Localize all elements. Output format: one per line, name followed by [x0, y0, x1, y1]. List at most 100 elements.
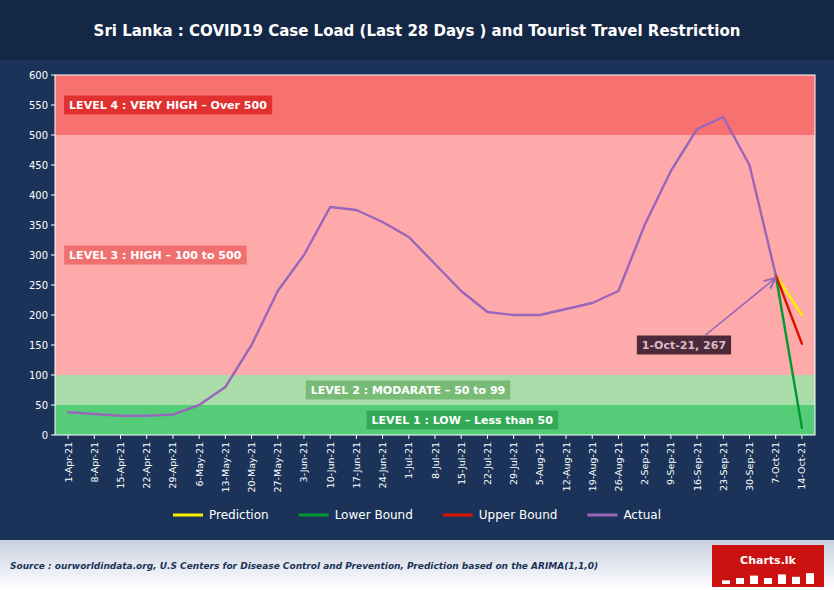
x-tick — [749, 435, 750, 439]
x-tick-label: 29-Apr-21 — [167, 442, 178, 489]
y-tick — [51, 165, 55, 166]
x-tick — [644, 435, 645, 439]
x-tick — [120, 435, 121, 439]
x-tick-label: 19-Aug-21 — [587, 442, 598, 491]
x-tick-label: 27-May-21 — [272, 442, 283, 493]
x-tick — [408, 435, 409, 439]
y-tick — [51, 375, 55, 376]
level-label-group: LEVEL 3 : HIGH – 100 to 500 — [64, 246, 247, 265]
y-tick-label: 250 — [29, 280, 48, 291]
x-tick-label: 8-Jul-21 — [430, 442, 441, 479]
level-band — [55, 405, 815, 435]
x-tick-label: 13-May-21 — [220, 442, 231, 493]
y-tick-label: 350 — [29, 220, 48, 231]
x-tick-label: 20-May-21 — [246, 442, 257, 493]
x-tick-label: 15-Jul-21 — [456, 442, 467, 485]
x-tick — [487, 435, 488, 439]
y-tick — [51, 405, 55, 406]
level-label-box — [367, 411, 559, 430]
x-tick-label: 9-Sep-21 — [665, 442, 676, 485]
x-tick-label: 1-Jul-21 — [403, 442, 414, 479]
x-tick — [566, 435, 567, 439]
y-tick — [51, 345, 55, 346]
y-tick — [51, 105, 55, 106]
y-tick — [51, 225, 55, 226]
x-tick — [670, 435, 671, 439]
x-tick-label: 14-Oct-21 — [796, 442, 807, 490]
x-tick — [146, 435, 147, 439]
x-tick-label: 30-Sep-21 — [744, 442, 755, 491]
x-tick-label: 5-Aug-21 — [534, 442, 545, 485]
series-line — [776, 275, 802, 428]
plot-marks — [55, 75, 815, 435]
title-bar — [0, 0, 834, 60]
y-tick-label: 550 — [29, 100, 48, 111]
y-tick-label: 450 — [29, 160, 48, 171]
x-tick — [68, 435, 69, 439]
legend-handle — [443, 514, 473, 517]
level-band — [55, 375, 815, 405]
x-tick-label: 7-Oct-21 — [770, 442, 781, 484]
y-tick-label: 100 — [29, 370, 48, 381]
y-tick-label: 600 — [29, 70, 48, 81]
x-tick-label: 23-Sep-21 — [718, 442, 729, 491]
x-tick — [356, 435, 357, 439]
x-tick-label: 2-Sep-21 — [639, 442, 650, 485]
chart: Sri Lanka : COVID19 Case Load (Last 28 D… — [0, 0, 834, 590]
x-tick — [775, 435, 776, 439]
y-tick — [51, 315, 55, 316]
level-band — [55, 135, 815, 375]
y-tick — [51, 75, 55, 76]
y-tick — [51, 135, 55, 136]
y-tick-label: 0 — [42, 430, 48, 441]
x-tick — [539, 435, 540, 439]
x-tick — [592, 435, 593, 439]
x-tick — [94, 435, 95, 439]
title: Sri Lanka : COVID19 Case Load (Last 28 D… — [94, 22, 741, 40]
x-tick — [697, 435, 698, 439]
y-tick — [51, 285, 55, 286]
x-tick-label: 24-Jun-21 — [377, 442, 388, 488]
x-tick — [723, 435, 724, 439]
logo-icon — [764, 578, 772, 584]
source-text: Source : ourworldindata.org, U.S Centers… — [10, 561, 598, 571]
x-tick — [199, 435, 200, 439]
legend-label: Actual — [623, 508, 661, 522]
legend-handle — [299, 514, 329, 517]
x-tick-label: 22-Apr-21 — [141, 442, 152, 489]
x-tick — [435, 435, 436, 439]
x-tick — [461, 435, 462, 439]
y-tick-label: 200 — [29, 310, 48, 321]
x-tick — [801, 435, 802, 439]
x-tick — [303, 435, 304, 439]
x-tick — [172, 435, 173, 439]
legend: PredictionLower BoundUpper BoundActual — [173, 508, 661, 522]
x-tick-label: 6-May-21 — [194, 442, 205, 486]
legend-handle — [587, 514, 617, 517]
y-tick-label: 150 — [29, 340, 48, 351]
legend-label: Lower Bound — [335, 508, 413, 522]
x-tick — [225, 435, 226, 439]
annotation: 1-Oct-21, 267 — [637, 278, 776, 355]
annotation-arrow — [705, 278, 776, 336]
legend-label: Prediction — [209, 508, 269, 522]
logo-icon — [750, 576, 758, 584]
background — [0, 0, 834, 590]
x-tick — [277, 435, 278, 439]
level-label: LEVEL 1 : LOW – Less than 50 — [372, 414, 554, 427]
footer — [0, 540, 834, 590]
y-tick — [51, 195, 55, 196]
x-tick-label: 12-Aug-21 — [561, 442, 572, 491]
y-tick-label: 300 — [29, 250, 48, 261]
x-tick-label: 8-Apr-21 — [89, 442, 100, 483]
level-label: LEVEL 2 : MODARATE – 50 to 99 — [311, 384, 505, 397]
logo-icon — [736, 578, 744, 584]
annotation-box — [637, 336, 731, 355]
x-tick — [618, 435, 619, 439]
x-tick-label: 16-Sep-21 — [692, 442, 703, 491]
logo-icon — [792, 577, 800, 584]
x-tick — [513, 435, 514, 439]
x-tick — [330, 435, 331, 439]
level-label-group: LEVEL 2 : MODARATE – 50 to 99 — [306, 381, 510, 400]
x-tick-label: 17-Jun-21 — [351, 442, 362, 488]
